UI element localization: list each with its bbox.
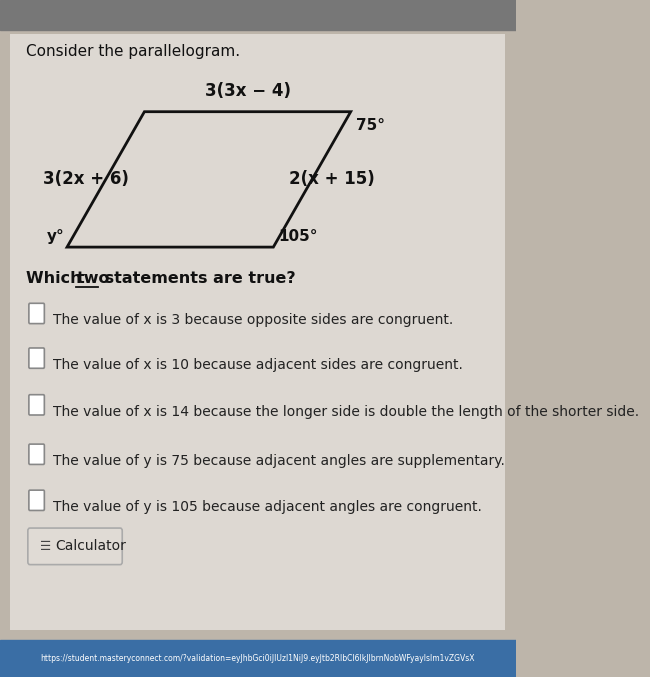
Text: y°: y° bbox=[47, 229, 64, 244]
Text: 2(x + 15): 2(x + 15) bbox=[289, 171, 374, 188]
Text: Which: Which bbox=[26, 271, 87, 286]
Text: The value of x is 14 because the longer side is double the length of the shorter: The value of x is 14 because the longer … bbox=[53, 405, 639, 419]
FancyBboxPatch shape bbox=[29, 348, 44, 368]
Text: Consider the parallelogram.: Consider the parallelogram. bbox=[26, 44, 240, 59]
Text: statements are true?: statements are true? bbox=[99, 271, 296, 286]
FancyBboxPatch shape bbox=[29, 490, 44, 510]
Text: 3(2x + 6): 3(2x + 6) bbox=[43, 171, 129, 188]
Text: ☰: ☰ bbox=[40, 540, 51, 553]
Text: 105°: 105° bbox=[278, 229, 318, 244]
FancyBboxPatch shape bbox=[28, 528, 122, 565]
Text: The value of x is 3 because opposite sides are congruent.: The value of x is 3 because opposite sid… bbox=[53, 313, 453, 328]
Text: https://student.masteryconnect.com/?validation=eyJhbGci0iJIUzl1NiJ9.eyJtb2RlbCl6: https://student.masteryconnect.com/?vali… bbox=[40, 654, 475, 663]
Bar bbox=[0, 640, 515, 677]
Text: The value of y is 105 because adjacent angles are congruent.: The value of y is 105 because adjacent a… bbox=[53, 500, 482, 515]
Text: two: two bbox=[76, 271, 110, 286]
FancyBboxPatch shape bbox=[29, 395, 44, 415]
Text: 3(3x − 4): 3(3x − 4) bbox=[205, 81, 291, 100]
Text: The value of y is 75 because adjacent angles are supplementary.: The value of y is 75 because adjacent an… bbox=[53, 454, 505, 468]
Text: Calculator: Calculator bbox=[56, 540, 127, 553]
FancyBboxPatch shape bbox=[29, 444, 44, 464]
Bar bbox=[10, 34, 506, 630]
Text: 75°: 75° bbox=[356, 118, 385, 133]
FancyBboxPatch shape bbox=[29, 303, 44, 324]
Bar bbox=[0, 0, 515, 30]
Text: The value of x is 10 because adjacent sides are congruent.: The value of x is 10 because adjacent si… bbox=[53, 358, 463, 372]
